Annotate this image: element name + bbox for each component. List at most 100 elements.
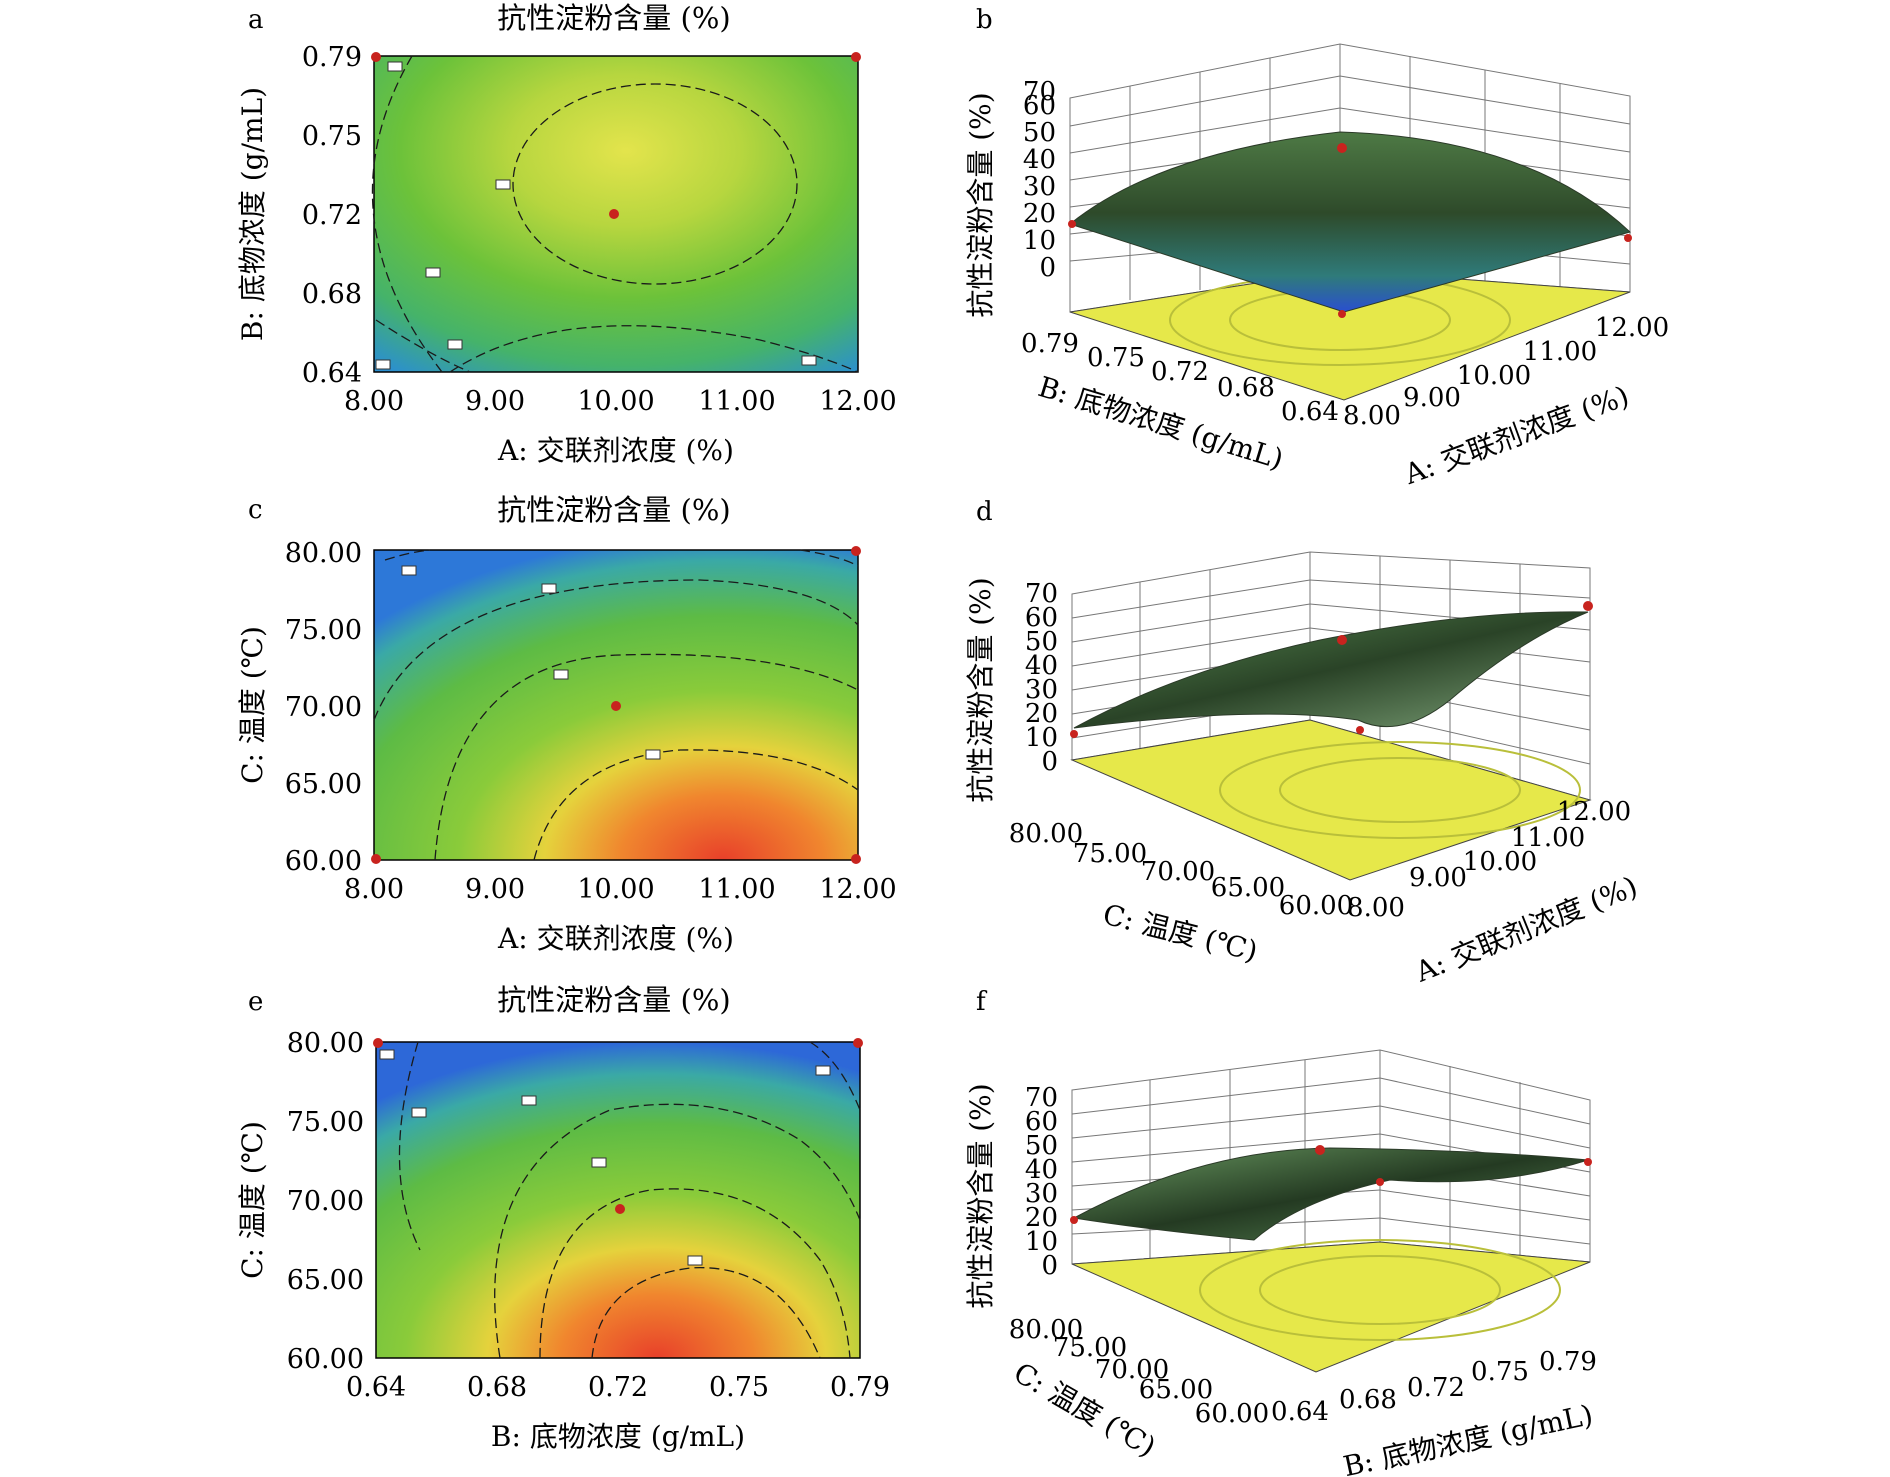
x-tick-label: 8.00 [344, 386, 404, 417]
panel-f-base-plane [1071, 1241, 1591, 1373]
panel-b-response-surface [1068, 131, 1631, 313]
panel-a-y-axis: 0.64 0.68 0.72 0.75 0.79 B: 底物浓度 (g/mL) [236, 42, 362, 389]
left-tick-label: 60.00 [1279, 891, 1353, 921]
z-tick-label: 40 [1025, 651, 1058, 681]
x-tick-label: 0.79 [830, 1372, 890, 1403]
panel-a-design-points [371, 52, 861, 219]
z-tick-label: 0 [1039, 253, 1056, 283]
panel-d-base-contours [1219, 741, 1581, 839]
left-tick-label: 0.75 [1087, 343, 1145, 373]
panel-d: d 0 10 20 30 [964, 497, 1642, 989]
z-tick-label: 70 [1023, 77, 1056, 107]
y-axis-label: C: 温度 (℃) [236, 1121, 269, 1279]
z-tick-label: 50 [1023, 118, 1056, 148]
y-tick-label: 0.68 [302, 279, 362, 310]
left-tick-label: 0.72 [1151, 357, 1209, 387]
y-axis-label: B: 底物浓度 (g/mL) [236, 87, 269, 341]
design-point [1337, 635, 1347, 645]
y-tick-label: 65.00 [285, 769, 362, 800]
right-tick-label: 8.00 [1343, 401, 1401, 431]
panel-a-title: 抗性淀粉含量 (%) [497, 1, 730, 35]
z-tick-label: 70 [1025, 1083, 1058, 1113]
panel-c-title: 抗性淀粉含量 (%) [497, 493, 730, 527]
panel-e-design-points [373, 1038, 863, 1214]
y-tick-label: 60.00 [287, 1344, 364, 1375]
panel-f: f 0 10 20 30 [964, 987, 1597, 1477]
panel-d-response-surface [1073, 611, 1589, 729]
y-tick-label: 0.75 [302, 121, 362, 152]
z-axis-label: 抗性淀粉含量 (%) [964, 577, 997, 802]
design-point [853, 1038, 863, 1048]
panel-c-design-points [371, 546, 861, 864]
x-tick-label: 10.00 [577, 386, 654, 417]
panel-letter-d: d [976, 497, 993, 527]
panel-letter-c: c [248, 495, 263, 525]
x-tick-label: 11.00 [698, 386, 775, 417]
panel-e-x-axis: 0.64 0.68 0.72 0.75 0.79 B: 底物浓度 (g/mL) [346, 1372, 890, 1453]
z-tick-label: 60 [1023, 91, 1056, 121]
right-tick-label: 0.79 [1539, 1347, 1597, 1377]
z-axis-label: 抗性淀粉含量 (%) [964, 1083, 997, 1308]
y-tick-label: 65.00 [287, 1265, 364, 1296]
design-point [1068, 220, 1076, 228]
panel-c-y-axis: 60.00 65.00 70.00 75.00 80.00 C: 温度 (℃) [236, 538, 362, 877]
panel-f-design-points [1070, 1145, 1592, 1224]
design-point [1624, 234, 1632, 242]
right-tick-label: 9.00 [1403, 383, 1461, 413]
panel-letter-a: a [248, 5, 264, 35]
design-point [851, 854, 861, 864]
right-tick-label: 11.00 [1511, 823, 1585, 853]
panel-e-contour-lines [398, 1041, 861, 1359]
x-tick-label: 9.00 [465, 874, 525, 905]
x-axis-label: B: 底物浓度 (g/mL) [491, 1420, 745, 1453]
right-tick-label: 0.72 [1407, 1373, 1465, 1403]
right-tick-label: 10.00 [1463, 847, 1537, 877]
panel-b: b 0 [964, 5, 1669, 491]
design-point [615, 1204, 625, 1214]
panel-c: c 抗性淀粉含量 (%) 8.00 9.00 10.00 11.00 [236, 493, 897, 955]
design-point [1356, 726, 1364, 734]
panel-c-x-axis: 8.00 9.00 10.00 11.00 12.00 A: 交联剂浓度 (%) [344, 874, 897, 955]
panel-a-contour-lines [371, 55, 859, 373]
panel-b-base-plane [1069, 269, 1631, 401]
z-tick-label: 0 [1041, 747, 1058, 777]
design-point [851, 52, 861, 62]
x-tick-label: 0.64 [346, 1372, 406, 1403]
right-tick-label: 9.00 [1409, 863, 1467, 893]
design-point [611, 701, 621, 711]
design-point [1070, 1216, 1078, 1224]
y-tick-label: 75.00 [285, 615, 362, 646]
z-tick-label: 50 [1025, 627, 1058, 657]
y-tick-label: 70.00 [285, 692, 362, 723]
design-point [371, 854, 381, 864]
z-tick-label: 20 [1023, 199, 1056, 229]
panel-letter-e: e [248, 987, 263, 1017]
right-tick-label: 12.00 [1595, 313, 1669, 343]
design-point [1338, 310, 1346, 318]
x-tick-label: 12.00 [819, 386, 896, 417]
design-point [1583, 601, 1593, 611]
y-axis-label: C: 温度 (℃) [236, 626, 269, 784]
z-tick-label: 40 [1023, 145, 1056, 175]
design-point [1376, 1178, 1384, 1186]
z-tick-label: 50 [1025, 1131, 1058, 1161]
panel-letter-f: f [976, 987, 988, 1017]
z-tick-label: 60 [1025, 1107, 1058, 1137]
left-tick-label: 70.00 [1095, 1355, 1169, 1385]
design-point [851, 546, 861, 556]
design-point [609, 209, 619, 219]
z-tick-label: 60 [1025, 603, 1058, 633]
z-tick-label: 10 [1023, 226, 1056, 256]
right-tick-label: 12.00 [1557, 797, 1631, 827]
y-tick-label: 80.00 [285, 538, 362, 569]
design-point [1584, 1158, 1592, 1166]
panel-e-y-axis: 60.00 65.00 70.00 75.00 80.00 C: 温度 (℃) [236, 1028, 364, 1375]
panel-a: a 抗性淀粉含量 (%) 8.00 9.00 10.00 11.00 [236, 1, 897, 467]
panel-a-contour-labels [375, 61, 817, 370]
x-tick-label: 12.00 [819, 874, 896, 905]
panel-c-contour-lines [373, 549, 859, 861]
z-tick-label: 70 [1025, 579, 1058, 609]
z-tick-label: 10 [1025, 723, 1058, 753]
x-tick-label: 0.68 [467, 1372, 527, 1403]
